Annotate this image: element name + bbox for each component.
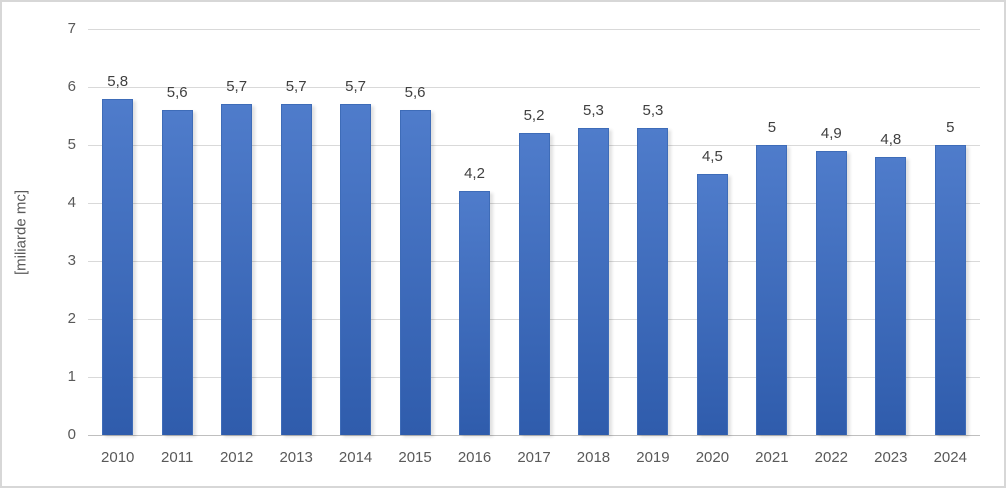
data-label: 4,5: [701, 148, 723, 165]
x-axis-label: 2019: [636, 449, 670, 466]
x-axis-label: 2015: [398, 449, 432, 466]
y-tick-label: 1: [67, 368, 76, 385]
data-label: 4,2: [464, 165, 485, 183]
x-axis-label: 2010: [101, 449, 135, 466]
bar-2010: [102, 98, 134, 435]
x-axis-label: 2011: [161, 449, 194, 466]
data-label: 5: [946, 119, 955, 136]
x-axis-label: 2022: [814, 449, 849, 466]
bar-2016: [459, 191, 491, 435]
gridline: [88, 29, 980, 30]
bar-2020: [696, 174, 728, 435]
x-axis-label: 2017: [517, 449, 551, 466]
x-axis-label: 2014: [338, 449, 373, 466]
data-label: 5: [767, 119, 777, 136]
bar-2015: [399, 110, 431, 435]
x-axis-label: 2018: [576, 449, 611, 466]
y-tick-label: 2: [67, 310, 76, 327]
bar-2019: [637, 127, 669, 435]
y-tick-label: 5: [67, 136, 76, 153]
x-axis-label: 2012: [219, 449, 254, 466]
data-label: 5,2: [523, 107, 545, 125]
bar-2012: [221, 104, 253, 435]
y-tick-label: 3: [67, 252, 76, 269]
bar-2023: [875, 156, 907, 435]
data-label: 5,6: [404, 84, 426, 102]
data-label: 4,8: [880, 130, 902, 148]
y-tick-label: 6: [67, 78, 76, 95]
bar-2022: [815, 150, 847, 435]
gridline: [88, 87, 980, 88]
data-label: 5,3: [642, 101, 664, 119]
bar-2018: [577, 127, 609, 435]
y-tick-label: 0: [67, 426, 76, 443]
bar-2017: [518, 133, 550, 435]
data-label: 4,9: [820, 124, 842, 142]
x-axis-label: 2024: [933, 449, 967, 466]
x-axis-label: 2016: [457, 449, 492, 466]
x-axis-label: 2023: [874, 449, 908, 466]
y-axis-title: [miliarde mc]: [12, 190, 30, 276]
x-axis-label: 2020: [695, 449, 730, 466]
x-axis-label: 2021: [755, 449, 789, 466]
data-label: 5,6: [166, 84, 188, 102]
bar-2024: [934, 145, 966, 435]
bar-2021: [756, 145, 788, 435]
bar-2013: [280, 104, 312, 435]
y-tick-label: 4: [67, 194, 76, 211]
data-label: 5,8: [107, 72, 129, 90]
data-label: 5,7: [345, 78, 367, 96]
data-label: 5,7: [285, 78, 307, 96]
data-label: 5,7: [226, 78, 248, 96]
y-tick-label: 7: [67, 20, 76, 37]
data-label: 5,3: [583, 101, 604, 119]
x-axis-label: 2013: [279, 449, 313, 466]
x-axis-line: [88, 435, 980, 436]
bar-2011: [161, 110, 193, 435]
bar-2014: [340, 104, 372, 435]
